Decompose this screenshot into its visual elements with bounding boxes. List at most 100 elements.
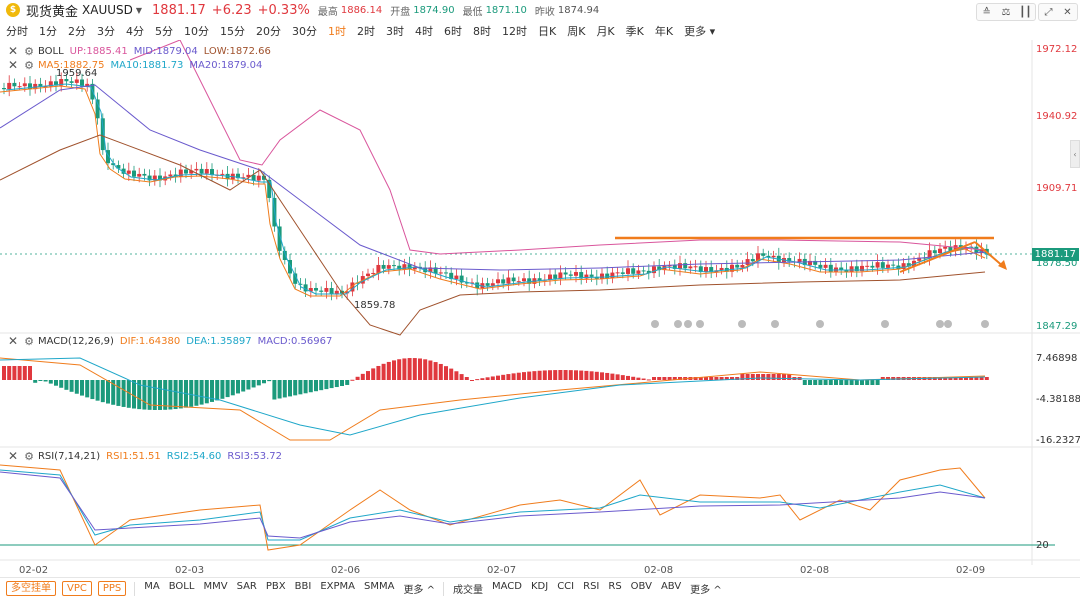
period-21[interactable]: 年K (654, 25, 674, 38)
candle-body (433, 267, 438, 274)
main-indicator-1[interactable]: BOLL (168, 581, 195, 592)
close-icon[interactable]: ✕ (8, 58, 19, 72)
period-18[interactable]: 周K (567, 25, 586, 38)
close-icon[interactable]: ✕ (1063, 6, 1072, 18)
sub-indicator-4[interactable]: RSI (583, 581, 600, 592)
candle-body (444, 272, 448, 274)
macd-bar (704, 377, 708, 380)
high-value: 1886.14 (340, 4, 383, 16)
collapse-panel-icon[interactable]: ‹ (1070, 140, 1080, 168)
period-16[interactable]: 12时 (502, 25, 527, 38)
main-indicator-2[interactable]: MMV (203, 581, 228, 592)
period-4[interactable]: 4分 (126, 25, 144, 38)
period-10[interactable]: 1时 (328, 25, 346, 38)
period-15[interactable]: 8时 (473, 25, 491, 38)
chart-canvas[interactable] (0, 40, 1080, 577)
period-3[interactable]: 3分 (97, 25, 115, 38)
last-price: 1881.17 (152, 2, 206, 18)
macd-bar (355, 376, 360, 380)
period-20[interactable]: 季K (625, 25, 644, 38)
sub-indicator-6[interactable]: OBV (630, 581, 652, 592)
candle-body (69, 81, 74, 83)
gear-icon[interactable]: ⚙ (24, 449, 34, 463)
macd-bar (64, 380, 69, 390)
sub-indicator-8[interactable]: 更多 ^ (690, 585, 722, 596)
candle-body (563, 272, 568, 275)
period-6[interactable]: 10分 (184, 25, 209, 38)
compare-icon[interactable]: ⚖ (1001, 6, 1011, 18)
macd-bar (522, 372, 526, 380)
candle-body (568, 274, 573, 276)
main-indicator-6[interactable]: EXPMA (320, 581, 355, 592)
period-22[interactable]: 更多 ▾ (684, 25, 716, 38)
candle-body (126, 170, 131, 174)
macd-bar (69, 380, 74, 392)
y-label: 1972.12 (1036, 44, 1078, 55)
macd-bar (834, 380, 838, 385)
sub-indicator-7[interactable]: ABV (660, 581, 682, 592)
candle-body (189, 170, 194, 174)
macd-bar (303, 380, 308, 394)
candle-body (137, 173, 142, 177)
candle-body (7, 82, 12, 90)
macd-bar (730, 377, 734, 380)
period-8[interactable]: 20分 (256, 25, 281, 38)
main-indicator-7[interactable]: SMMA (363, 581, 395, 592)
main-indicator-5[interactable]: BBI (294, 581, 312, 592)
period-5[interactable]: 5分 (155, 25, 173, 38)
sub-indicator-2[interactable]: KDJ (530, 581, 549, 592)
macd-bar (641, 378, 646, 380)
close-icon[interactable]: ✕ (8, 44, 19, 58)
period-1[interactable]: 1分 (39, 25, 57, 38)
macd-bar (631, 376, 636, 380)
ma20-value: MA20:1879.04 (189, 59, 263, 71)
period-7[interactable]: 15分 (220, 25, 245, 38)
period-2[interactable]: 2分 (68, 25, 86, 38)
period-12[interactable]: 3时 (386, 25, 404, 38)
macd-bar (262, 380, 266, 384)
chart-style-icon[interactable]: ≙ (982, 6, 991, 18)
gear-icon[interactable]: ⚙ (24, 334, 34, 348)
period-9[interactable]: 30分 (292, 25, 317, 38)
main-indicator-3[interactable]: SAR (236, 581, 257, 592)
macd-bar (662, 377, 667, 380)
candle-body (641, 270, 646, 272)
pps-button[interactable]: PPS (97, 581, 127, 596)
fullscreen-icon[interactable]: ⤢ (1044, 6, 1053, 18)
candle-body (886, 264, 890, 268)
symbol-code[interactable]: XAUUSD (82, 3, 133, 17)
price-change: +6.23 (211, 2, 252, 18)
candle-type-icon[interactable]: ┃┃ (1019, 6, 1032, 18)
main-indicator-8[interactable]: 更多 ^ (403, 585, 435, 596)
main-indicator-0[interactable]: MA (144, 581, 160, 592)
period-13[interactable]: 4时 (415, 25, 433, 38)
sub-indicator-3[interactable]: CCI (557, 581, 575, 592)
period-17[interactable]: 日K (538, 25, 557, 38)
vpc-button[interactable]: VPC (62, 581, 92, 596)
gear-icon[interactable]: ⚙ (24, 44, 34, 58)
close-icon[interactable]: ✕ (8, 334, 19, 348)
event-marker-icon (816, 320, 824, 328)
macd-bar (844, 380, 849, 385)
sub-indicator-5[interactable]: RS (608, 581, 622, 592)
symbol-dropdown-icon[interactable]: ▼ (135, 5, 143, 15)
close-icon[interactable]: ✕ (8, 449, 19, 463)
macd-bar (132, 380, 136, 409)
gear-icon[interactable]: ⚙ (24, 58, 34, 72)
main-indicator-4[interactable]: PBX (265, 581, 286, 592)
period-14[interactable]: 6时 (444, 25, 462, 38)
order-book-button[interactable]: 多空挂单 (6, 581, 56, 596)
x-label: 02-06 (331, 565, 361, 576)
period-19[interactable]: 月K (596, 25, 615, 38)
rsi1-value: RSI1:51.51 (106, 450, 161, 462)
macd-bar (22, 366, 27, 380)
candle-body (22, 83, 27, 87)
sub-indicator-0[interactable]: 成交量 (453, 585, 483, 596)
candle-body (288, 259, 292, 274)
sub-indicator-1[interactable]: MACD (492, 581, 522, 592)
ma5-value: MA5:1882.75 (37, 59, 105, 71)
candle-body (95, 99, 100, 119)
period-11[interactable]: 2时 (357, 25, 375, 38)
symbol-name[interactable]: 现货黄金 (26, 4, 79, 20)
period-0[interactable]: 分时 (6, 25, 28, 38)
